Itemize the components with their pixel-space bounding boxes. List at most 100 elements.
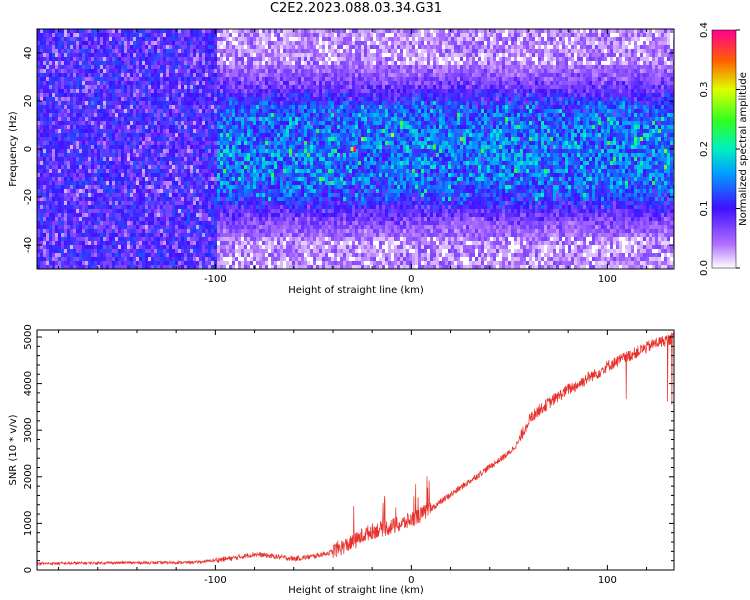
heatmap-cell (259, 129, 262, 133)
heatmap-cell (88, 221, 91, 225)
heatmap-cell (61, 241, 64, 245)
heatmap-cell (70, 261, 73, 265)
heatmap-cell (139, 61, 142, 65)
heatmap-cell (124, 141, 127, 145)
heatmap-cell (58, 89, 61, 93)
heatmap-cell (250, 181, 253, 185)
heatmap-cell (40, 213, 43, 217)
heatmap-cell (82, 73, 85, 77)
heatmap-cell (109, 173, 112, 177)
heatmap-cell (184, 129, 187, 133)
heatmap-cell (244, 165, 247, 169)
heatmap-cell (154, 265, 157, 269)
heatmap-cell (52, 225, 55, 229)
heatmap-cell (118, 237, 121, 241)
heatmap-cell (202, 165, 205, 169)
heatmap-cell (220, 257, 223, 261)
heatmap-cell (178, 33, 181, 37)
heatmap-cell (79, 121, 82, 125)
heatmap-cell (121, 257, 124, 261)
heatmap-cell (79, 165, 82, 169)
heatmap-cell (196, 97, 199, 101)
heatmap-cell (40, 121, 43, 125)
heatmap-cell (265, 241, 268, 245)
heatmap-cell (73, 261, 76, 265)
heatmap-cell (43, 65, 46, 69)
heatmap-cell (157, 69, 160, 73)
heatmap-cell (133, 121, 136, 125)
heatmap-cell (208, 149, 211, 153)
heatmap-cell (94, 261, 97, 265)
heatmap-cell (46, 197, 49, 201)
heatmap-cell (148, 77, 151, 81)
heatmap-cell (232, 105, 235, 109)
heatmap-cell (40, 237, 43, 241)
heatmap-cell (286, 129, 289, 133)
heatmap-cell (214, 37, 217, 41)
heatmap-cell (286, 249, 289, 253)
heatmap-cell (157, 153, 160, 157)
heatmap-cell (154, 65, 157, 69)
heatmap-cell (115, 209, 118, 213)
heatmap-cell (67, 225, 70, 229)
heatmap-cell (229, 189, 232, 193)
heatmap-cell (193, 261, 196, 265)
heatmap-cell (172, 77, 175, 81)
heatmap-cell (94, 249, 97, 253)
heatmap-cell (196, 233, 199, 237)
heatmap-cell (172, 129, 175, 133)
heatmap-cell (127, 37, 130, 41)
heatmap-cell (175, 125, 178, 129)
heatmap-cell (64, 73, 67, 77)
heatmap-cell (148, 189, 151, 193)
heatmap-cell (169, 85, 172, 89)
heatmap-cell (70, 229, 73, 233)
heatmap-cell (259, 61, 262, 65)
heatmap-cell (160, 185, 163, 189)
heatmap-cell (235, 53, 238, 57)
heatmap-cell (241, 249, 244, 253)
heatmap-cell (151, 185, 154, 189)
heatmap-cell (172, 161, 175, 165)
heatmap-cell (61, 185, 64, 189)
heatmap-cell (133, 85, 136, 89)
heatmap-cell (238, 233, 241, 237)
heatmap-cell (256, 41, 259, 45)
heatmap-cell (187, 229, 190, 233)
heatmap-cell (109, 181, 112, 185)
heatmap-cell (196, 65, 199, 69)
heatmap-cell (37, 173, 40, 177)
heatmap-cell (220, 73, 223, 77)
heatmap-cell (142, 177, 145, 181)
heatmap-cell (259, 65, 262, 69)
heatmap-cell (163, 61, 166, 65)
heatmap-cell (106, 241, 109, 245)
heatmap-cell (55, 113, 58, 117)
heatmap-cell (124, 65, 127, 69)
heatmap-cell (115, 81, 118, 85)
heatmap-cell (241, 121, 244, 125)
heatmap-cell (127, 145, 130, 149)
heatmap-cell (136, 217, 139, 221)
heatmap-cell (64, 157, 67, 161)
heatmap-cell (88, 165, 91, 169)
heatmap-cell (205, 245, 208, 249)
heatmap-cell (265, 201, 268, 205)
heatmap-cell (157, 265, 160, 269)
heatmap-cell (211, 185, 214, 189)
heatmap-cell (229, 45, 232, 49)
heatmap-cell (121, 221, 124, 225)
heatmap-cell (67, 117, 70, 121)
heatmap-cell (241, 189, 244, 193)
heatmap-cell (250, 177, 253, 181)
heatmap-cell (184, 153, 187, 157)
heatmap-cell (49, 249, 52, 253)
heatmap-cell (73, 49, 76, 53)
heatmap-cell (115, 165, 118, 169)
heatmap-cell (172, 209, 175, 213)
heatmap-cell (166, 241, 169, 245)
heatmap-cell (133, 189, 136, 193)
heatmap-cell (157, 113, 160, 117)
heatmap-cell (64, 109, 67, 113)
heatmap-cell (151, 97, 154, 101)
